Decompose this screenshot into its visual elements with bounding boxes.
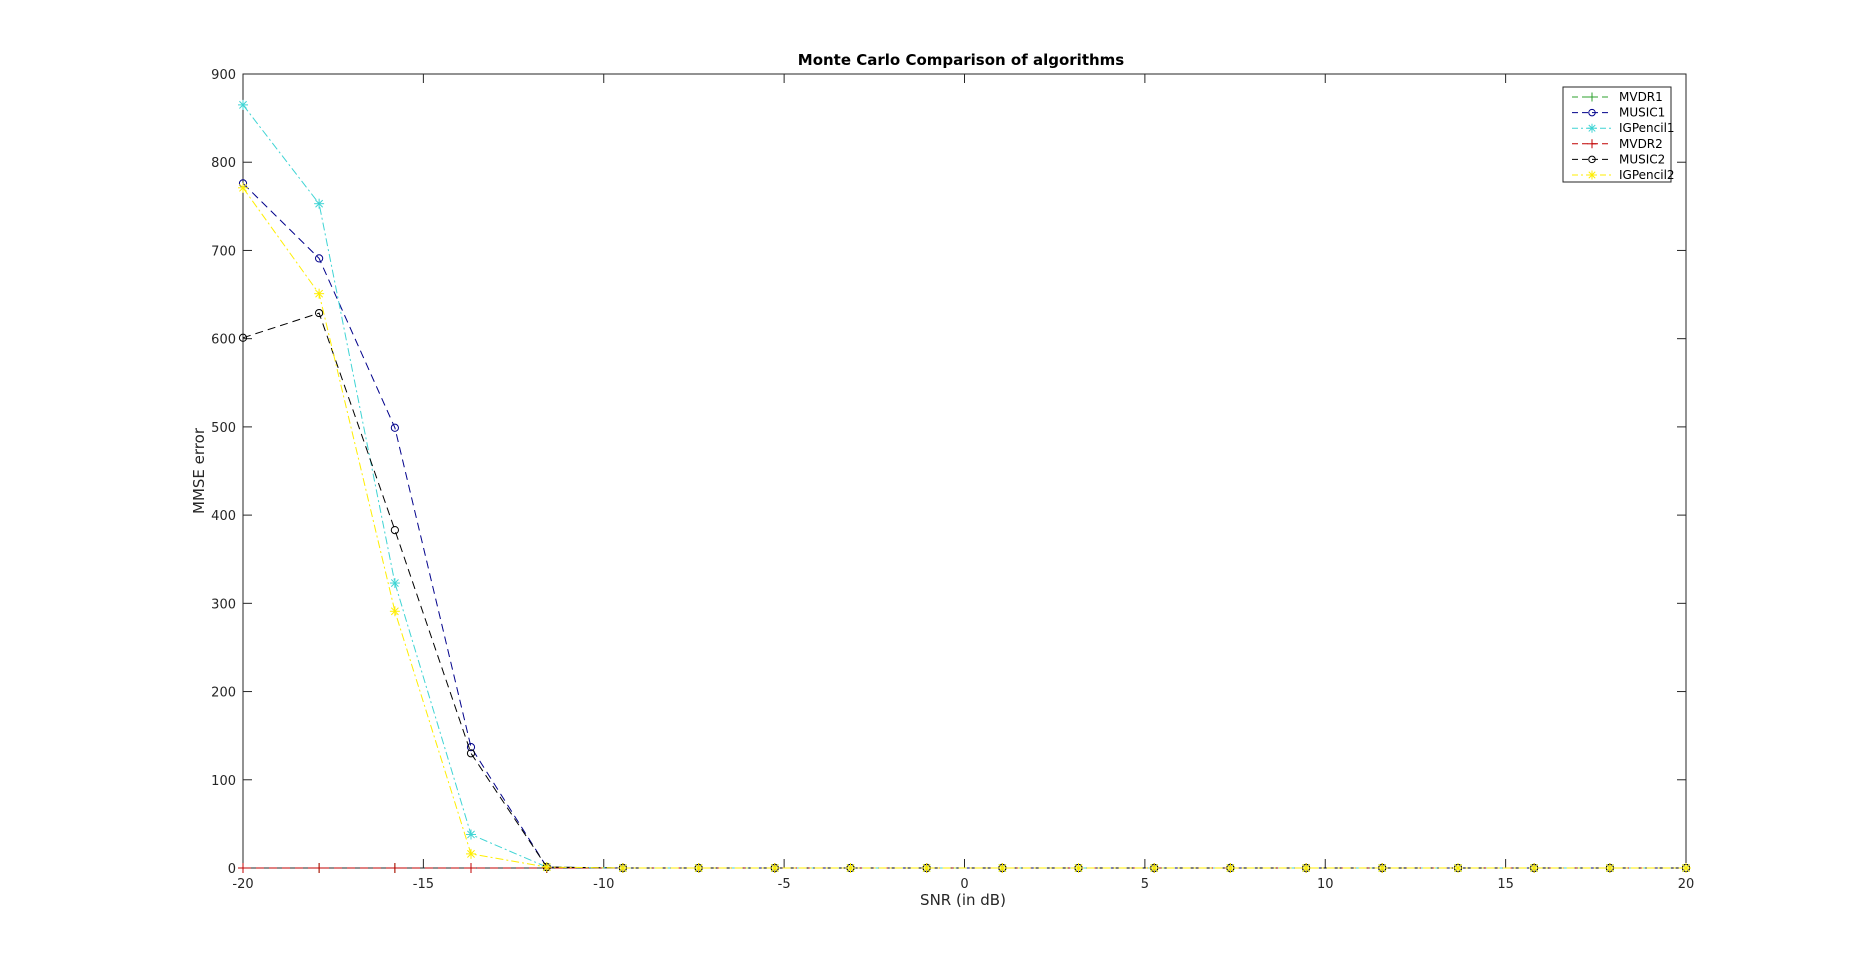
data-point-circle [315,254,324,263]
data-point-star [921,863,932,873]
y-tick-label: 600 [211,333,236,348]
data-point-circle [238,333,248,342]
data-point-star [1681,863,1691,873]
data-point-circle [466,743,476,752]
data-point-circle [1588,155,1596,164]
y-tick-label: 500 [211,421,236,436]
data-point-star [1587,123,1597,133]
data-point-star [845,863,856,873]
y-tick-label: 0 [228,862,236,877]
chart-title: Monte Carlo Comparison of algorithms [798,51,1125,69]
x-tick-label: 10 [1317,877,1334,892]
data-point-star [389,578,400,589]
data-point-plus [465,863,476,873]
y-tick-label: 700 [211,244,236,259]
y-axis-label: MMSE error [190,427,208,514]
legend-item: MUSIC2 [1572,152,1665,166]
data-point-star [238,182,248,193]
data-point-star [997,863,1008,873]
y-tick-label: 400 [211,509,236,524]
data-point-star [1225,863,1236,873]
y-tick-label: 900 [211,68,236,83]
data-point-star [693,863,704,873]
data-point-star [1529,863,1540,873]
data-point-star [1453,863,1464,873]
data-point-star [465,848,476,859]
x-axis: -20 -15 -10 -5 0 5 10 15 20 [232,74,1694,892]
data-point-star [465,829,476,840]
legend-item: MUSIC1 [1572,106,1665,120]
data-point-circle [1588,108,1596,117]
data-point-star [314,198,325,209]
x-tick-label: -20 [232,877,253,892]
x-tick-label: 0 [960,877,968,892]
data-point-star [1073,863,1084,873]
series-igpencil2 [238,182,1691,873]
legend-box [1562,86,1672,183]
legend-label: IGPencil2 [1619,168,1675,182]
data-point-plus [314,863,325,873]
y-tick-label: 300 [211,597,236,612]
series-line [242,183,1686,869]
legend-label: MVDR2 [1619,137,1663,151]
legend-item: MVDR2 [1572,137,1663,151]
x-tick-label: 15 [1497,877,1514,892]
data-point-star [238,99,248,110]
x-tick-label: -10 [593,877,614,892]
legend-label: IGPencil1 [1619,121,1675,135]
data-point-star [617,863,628,873]
data-point-plus [238,863,248,873]
y-tick-label: 800 [211,156,236,171]
x-tick-label: 5 [1141,877,1149,892]
data-point-circle [466,749,476,758]
data-point-plus [1587,139,1597,149]
data-point-circle [390,526,399,535]
legend-item: MVDR1 [1572,90,1663,104]
x-tick-label: 20 [1678,877,1695,892]
data-point-circle [390,423,399,432]
data-point-star [1377,863,1388,873]
y-tick-label: 100 [211,774,236,789]
y-tick-label: 200 [211,686,236,701]
series-layer [238,99,1691,873]
data-point-star [389,606,400,617]
data-point-circle [315,308,324,318]
legend-item: IGPencil1 [1572,121,1675,135]
data-point-star [769,863,780,873]
data-point-star [1149,863,1160,873]
series-line [242,187,1686,869]
legend-label: MUSIC1 [1619,106,1665,120]
legend-label: MUSIC2 [1619,152,1665,166]
legend-label: MVDR1 [1619,90,1663,104]
x-tick-label: -5 [778,877,791,892]
data-point-plus [389,863,400,873]
data-point-star [314,288,325,299]
data-point-star [1604,863,1615,873]
x-axis-label: SNR (in dB) [920,891,1006,909]
data-point-plus [1587,92,1597,102]
y-axis: 0 100 200 300 400 500 600 700 800 900 [211,68,1686,877]
data-point-star [1301,863,1312,873]
plot-area [242,73,1687,869]
data-point-star [541,862,552,873]
x-tick-label: -15 [413,877,434,892]
legend-item: IGPencil2 [1572,168,1675,182]
data-point-star [1587,170,1597,180]
